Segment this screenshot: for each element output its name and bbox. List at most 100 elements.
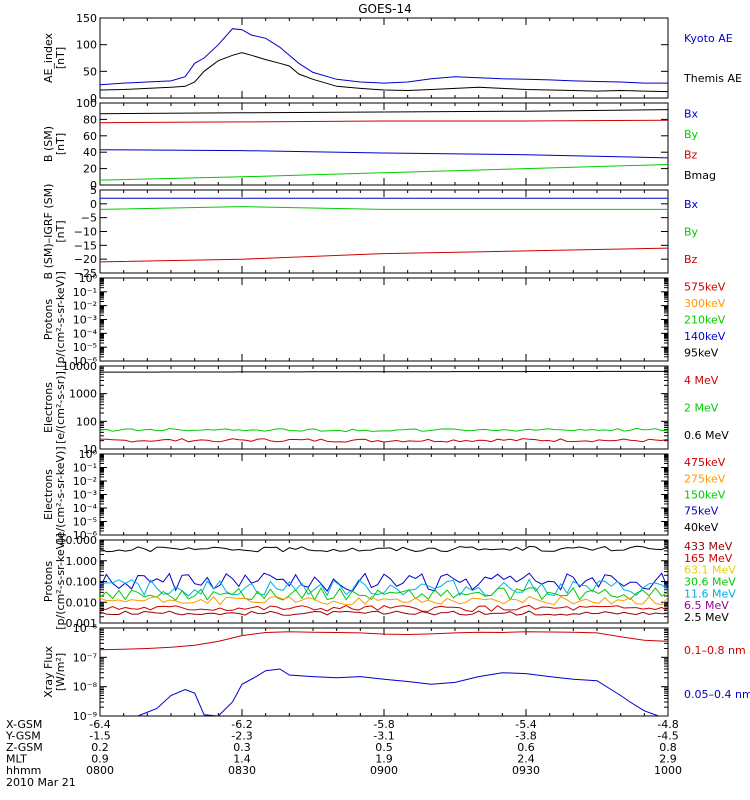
ephem-value: -4.5	[657, 730, 678, 743]
ephem-value: 0.2	[91, 741, 109, 754]
legend-entry: Bx	[684, 107, 699, 120]
legend-entry: Bz	[684, 253, 698, 266]
legend-entry: 150keV	[684, 489, 726, 502]
y-axis-label: [e/(cm²-s-sr-keV)]	[54, 446, 67, 542]
series-group	[100, 631, 668, 716]
ephem-value: -5.8	[373, 718, 394, 731]
y-axis-label: Xray Flux	[42, 646, 55, 698]
legend-entry: Bz	[684, 148, 698, 161]
y-tick-label: 150	[76, 12, 97, 25]
ephem-row-label: MLT	[6, 753, 27, 766]
legend-entry: 165 MeV	[684, 552, 733, 565]
y-tick-label: 10⁻⁶	[73, 622, 98, 635]
y-axis-label: AE_index	[42, 32, 55, 83]
ephem-value: 2.9	[659, 753, 677, 766]
legend-entry: 0.1–0.8 nm	[684, 644, 746, 657]
y-tick-label: 10.000	[59, 534, 98, 547]
y-axis-label: B (SM)–IGRF (SM)	[42, 184, 55, 280]
ephem-value: 0.8	[659, 741, 677, 754]
y-axis-label: [p/(cm²-s-sr-keV)]	[54, 533, 67, 630]
legend-entry: Themis AE	[683, 72, 742, 85]
series-group	[100, 545, 668, 616]
ephem-value: -6.4	[89, 718, 110, 731]
ephem-value: -6.2	[231, 718, 252, 731]
series-line-4-MeV	[100, 438, 668, 443]
legend-entry: 95keV	[684, 347, 719, 360]
series-line-Bz	[100, 247, 668, 263]
ephem-value: 0930	[512, 764, 540, 777]
y-tick-label: 40	[83, 146, 97, 159]
y-tick-label: −25	[74, 267, 97, 280]
y-tick-label: 100	[76, 39, 97, 52]
legend-entry: 30.6 MeV	[684, 576, 736, 589]
ephem-value: -4.8	[657, 718, 678, 731]
ephem-value: -3.8	[515, 730, 536, 743]
y-tick-label: 0	[90, 92, 97, 105]
series-line-By	[100, 164, 668, 181]
plot-title: GOES-14	[358, 2, 412, 16]
ephem-value: 1.9	[375, 753, 393, 766]
y-tick-label: 10⁻⁷	[73, 651, 97, 664]
y-tick-label: 0.100	[66, 576, 98, 589]
series-line-By	[100, 206, 668, 210]
y-axis-label: [W/m²]	[54, 653, 67, 691]
y-tick-label: 10⁻⁸	[73, 681, 98, 694]
y-tick-label: 10⁻⁵	[73, 341, 97, 354]
panel-frame	[99, 277, 669, 362]
y-tick-label: −20	[74, 253, 97, 266]
legend-entry: 6.5 MeV	[684, 599, 729, 612]
series-group	[100, 370, 668, 443]
y-tick-label: 0.010	[66, 596, 98, 609]
legend-entry: Bmag	[684, 169, 716, 182]
series-line-63-1-MeV	[100, 595, 668, 606]
ephem-value: 1.4	[233, 753, 251, 766]
y-axis-label: Electrons	[42, 382, 55, 433]
ephem-value: -3.1	[373, 730, 394, 743]
series-line-Bmag	[100, 109, 668, 115]
legend-entry: 210keV	[684, 314, 726, 327]
y-axis-label: Electrons	[42, 469, 55, 520]
series-line-165-MeV	[100, 604, 668, 613]
y-tick-label: 1.000	[66, 555, 98, 568]
y-axis-label: [nT]	[54, 220, 67, 242]
y-tick-label: 5	[90, 184, 97, 197]
series-line-11-6-MeV	[100, 578, 668, 597]
legend-entry: 2.5 MeV	[684, 611, 729, 624]
y-tick-label: 0	[90, 198, 97, 211]
y-tick-label: 10⁻²	[73, 300, 97, 313]
y-tick-label: 50	[83, 65, 97, 78]
x-axis-ephemeris: X-GSM -6.4 -6.2 -5.8 -5.4 -4.8 Y-GSM -1.5 -2.3 -3…	[5, 718, 682, 789]
legend-entry: 475keV	[684, 456, 726, 469]
series-line-0-6-MeV	[100, 370, 668, 373]
y-tick-label: 10⁻¹	[73, 462, 97, 475]
legend-entry: 140keV	[684, 330, 726, 343]
y-tick-label: −10	[74, 226, 97, 239]
series-line-Kyoto-AE	[100, 28, 668, 86]
series-line-Bz	[100, 119, 668, 124]
y-tick-label: 80	[83, 113, 97, 126]
y-tick-label: −5	[81, 212, 97, 225]
legend-entry: 2 MeV	[684, 402, 719, 415]
panel-3: 50−5−10−15−20−25 B (SM)–IGRF (SM) [nT] Bx By…	[42, 184, 699, 280]
legend-entry: Kyoto AE	[684, 32, 733, 45]
ephem-value: 0830	[228, 764, 256, 777]
legend-entry: 575keV	[684, 280, 726, 293]
panel-5: 10000 1000 100 10 Electrons [e/(cm²-s-sr)] 4 M…	[42, 360, 729, 456]
y-tick-label: 10⁻³	[73, 314, 97, 327]
legend-entry: 75keV	[684, 505, 719, 518]
ephem-value: -2.3	[231, 730, 252, 743]
y-tick-label: 100	[76, 97, 97, 110]
y-tick-label: 10⁰	[79, 448, 98, 461]
legend-entry: 433 MeV	[684, 540, 733, 553]
y-tick-label: 10⁻¹	[73, 286, 97, 299]
series-group	[100, 28, 668, 93]
series-line-433-MeV	[100, 610, 668, 616]
legend-entry: 63.1 MeV	[684, 564, 736, 577]
y-tick-label: 10⁰	[79, 272, 98, 285]
y-tick-label: 10⁻⁶	[73, 355, 98, 368]
panel-8: 10⁻⁶ 10⁻⁷ 10⁻⁸ 10⁻⁹ Xray Flux [W/m²] 0.1–0.8 n…	[42, 622, 750, 723]
panel-2: 100 80 60 40 20 0 B (SM) [nT] Bx By Bz Bmag	[42, 97, 716, 192]
y-tick-label: 20	[83, 163, 97, 176]
